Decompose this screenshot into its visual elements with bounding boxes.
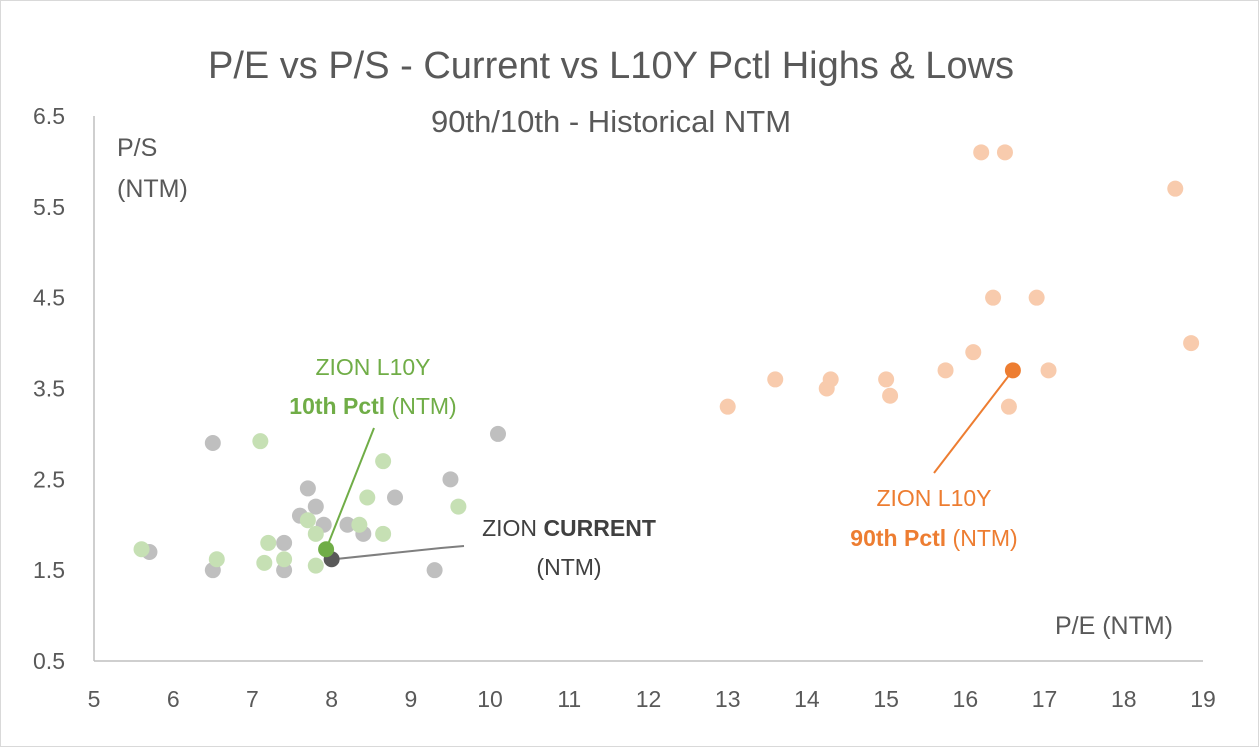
peer-current-point (299, 480, 316, 497)
peer-low-point (375, 525, 392, 542)
x-tick-label: 12 (636, 686, 662, 712)
peer-high-point (1028, 289, 1045, 306)
peer-low-point (252, 433, 269, 450)
x-tick-label: 7 (246, 686, 259, 712)
zion-low-leader-line (325, 427, 375, 550)
x-tick-label: 18 (1111, 686, 1137, 712)
zion-high-label-line2: 90th Pctl (NTM) (850, 525, 1017, 551)
peer-low-point (299, 512, 316, 529)
y-tick-label: 1.5 (33, 557, 65, 583)
y-axis-title-line1: P/S (117, 134, 157, 162)
y-tick-label: 2.5 (33, 466, 65, 492)
y-tick-label: 0.5 (33, 648, 65, 674)
peer-low-point (375, 453, 392, 470)
peer-low-point (276, 551, 293, 568)
zion-high-leader-line (933, 369, 1014, 474)
peer-high-point (1000, 398, 1017, 415)
peer-high-point (878, 371, 895, 388)
y-tick-label: 6.5 (33, 103, 65, 129)
peer-low-point (260, 534, 277, 551)
zion-high-label-rest: (NTM) (946, 525, 1018, 551)
zion-current-label-bold: CURRENT (543, 515, 655, 541)
peer-high-point (996, 144, 1013, 161)
x-tick-label: 5 (88, 686, 101, 712)
x-tick-label: 16 (953, 686, 979, 712)
zion-low-label-line2: 10th Pctl (NTM) (289, 393, 456, 419)
peer-low-point (450, 498, 467, 515)
peer-low-point (307, 557, 324, 574)
peer-current-point (426, 562, 443, 579)
peer-high-point (882, 387, 899, 404)
zion-current-leader-line (333, 545, 465, 561)
zion-low-label-bold: 10th Pctl (289, 393, 385, 419)
peer-current-point (442, 471, 459, 488)
peer-low-point (133, 541, 150, 558)
peer-low-point (256, 554, 273, 571)
peer-high-point (1167, 180, 1184, 197)
peer-high-point (822, 371, 839, 388)
peer-high-point (1040, 362, 1057, 379)
peer-current-point (276, 534, 293, 551)
y-tick-label: 3.5 (33, 376, 65, 402)
peer-high-point (767, 371, 784, 388)
peer-high-point (719, 398, 736, 415)
zion-high-point (1004, 362, 1021, 379)
peer-high-point (1183, 335, 1200, 352)
x-tick-label: 13 (715, 686, 741, 712)
zion-low-point (318, 541, 335, 558)
y-axis-title-line2: (NTM) (117, 175, 188, 203)
x-tick-label: 19 (1190, 686, 1216, 712)
x-axis-title: P/E (NTM) (1055, 612, 1173, 640)
zion-low-label-line1: ZION L10Y (315, 354, 430, 380)
zion-current-label-line1: ZION CURRENT (482, 515, 656, 541)
peer-current-point (307, 498, 324, 515)
zion-high-label-line1: ZION L10Y (876, 485, 991, 511)
peer-current-point (489, 425, 506, 442)
x-tick-label: 17 (1032, 686, 1058, 712)
peer-current-point (204, 435, 221, 451)
zion-current-label-line2: (NTM) (536, 554, 601, 580)
peer-high-point (973, 144, 990, 161)
zion-high-label-bold: 90th Pctl (850, 525, 946, 551)
zion-current-label-prefix: ZION (482, 515, 543, 541)
chart-subtitle: 90th/10th - Historical NTM (431, 104, 791, 139)
x-tick-label: 14 (794, 686, 820, 712)
peer-current-point (387, 489, 404, 506)
peer-low-point (208, 551, 225, 568)
x-tick-label: 10 (477, 686, 503, 712)
peer-low-point (307, 525, 324, 542)
x-tick-label: 6 (167, 686, 180, 712)
peer-high-point (937, 362, 954, 379)
x-tick-label: 9 (404, 686, 417, 712)
peer-current-point (339, 516, 356, 533)
peer-high-point (985, 289, 1002, 306)
zion-low-label-rest: (NTM) (385, 393, 457, 419)
peer-low-point (351, 516, 368, 533)
peer-low-point (359, 489, 376, 506)
peer-high-point (965, 344, 982, 361)
x-tick-label: 11 (557, 686, 581, 712)
y-tick-label: 4.5 (33, 285, 65, 311)
x-tick-label: 15 (873, 686, 899, 712)
y-tick-label: 5.5 (33, 194, 65, 220)
chart-title: P/E vs P/S - Current vs L10Y Pctl Highs … (208, 45, 1014, 87)
x-tick-label: 8 (325, 686, 338, 712)
